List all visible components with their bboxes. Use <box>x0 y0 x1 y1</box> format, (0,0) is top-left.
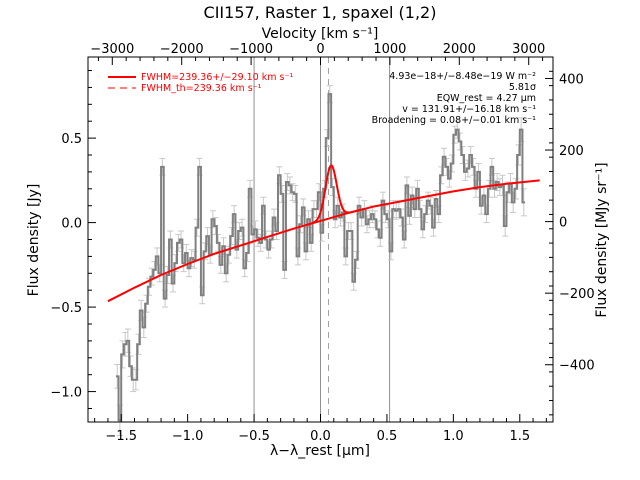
legend: FWHM=239.36+/−29.10 km s⁻¹ FWHM_th=239.3… <box>108 72 293 94</box>
annotation-velocity: v = 131.91+/−16.18 km s⁻¹ <box>402 104 536 115</box>
x-tick-label: 0.0 <box>310 429 331 444</box>
x-tick-label: 1.5 <box>509 429 530 444</box>
right-axis-title: Flux density [MJy sr⁻¹] <box>594 162 610 317</box>
x-tick-label: 1.0 <box>443 429 464 444</box>
legend-label-theory: FWHM_th=239.36 km s⁻¹ <box>141 83 262 94</box>
y-tick-label: −1.0 <box>50 386 82 401</box>
top-tick-label: 0 <box>316 42 324 57</box>
annotation-eqw: EQW_rest = 4.27 μm <box>437 93 536 104</box>
annotation-broadening: Broadening = 0.08+/−0.01 km s⁻¹ <box>372 115 537 126</box>
x-tick-label: 0.5 <box>377 429 398 444</box>
legend-label-fit: FWHM=239.36+/−29.10 km s⁻¹ <box>141 72 293 83</box>
model-series <box>107 164 540 303</box>
x-axis-title: λ−λ_rest [μm] <box>270 443 370 459</box>
right-tick-label: 400 <box>559 72 584 87</box>
right-tick-label: 200 <box>559 144 584 159</box>
y-tick-label: 0.0 <box>61 217 82 232</box>
x-tick-label: −1.0 <box>172 429 204 444</box>
spectrum-series <box>115 93 526 422</box>
y-tick-label: −0.5 <box>50 301 82 316</box>
continuum-fit-line <box>107 179 540 303</box>
top-tick-label: −3000 <box>90 42 134 57</box>
top-tick-label: −2000 <box>160 42 204 57</box>
fit-annotations: 4.93e−18+/−8.48e−19 W m⁻² 5.81σ EQW_rest… <box>372 71 537 126</box>
x-tick-label: −1.5 <box>105 429 137 444</box>
axes-ticks: −1.5 −1.0 −0.5 0.0 0.5 1.0 1.5 −1.0 −0.5 0.0 0.5 −3… <box>50 42 594 444</box>
right-tick-label: −200 <box>559 287 595 302</box>
gaussian-fit-line <box>306 164 361 226</box>
spectrum-line <box>115 93 526 422</box>
top-tick-label: −1000 <box>229 42 273 57</box>
y-axis-title: Flux density [Jy] <box>26 184 42 297</box>
top-tick-label: 1000 <box>373 42 406 57</box>
annotation-flux: 4.93e−18+/−8.48e−19 W m⁻² <box>389 71 536 82</box>
top-tick-label: 2000 <box>443 42 476 57</box>
figure-title: CII157, Raster 1, spaxel (1,2) <box>204 3 437 22</box>
x-tick-label: −0.5 <box>238 429 270 444</box>
top-axis-title: Velocity [km s⁻¹] <box>262 26 379 42</box>
annotation-snr: 5.81σ <box>509 82 536 93</box>
y-tick-label: 0.5 <box>61 132 82 147</box>
right-tick-label: −400 <box>559 359 595 374</box>
top-tick-label: 3000 <box>512 42 545 57</box>
right-tick-label: 0 <box>559 216 567 231</box>
